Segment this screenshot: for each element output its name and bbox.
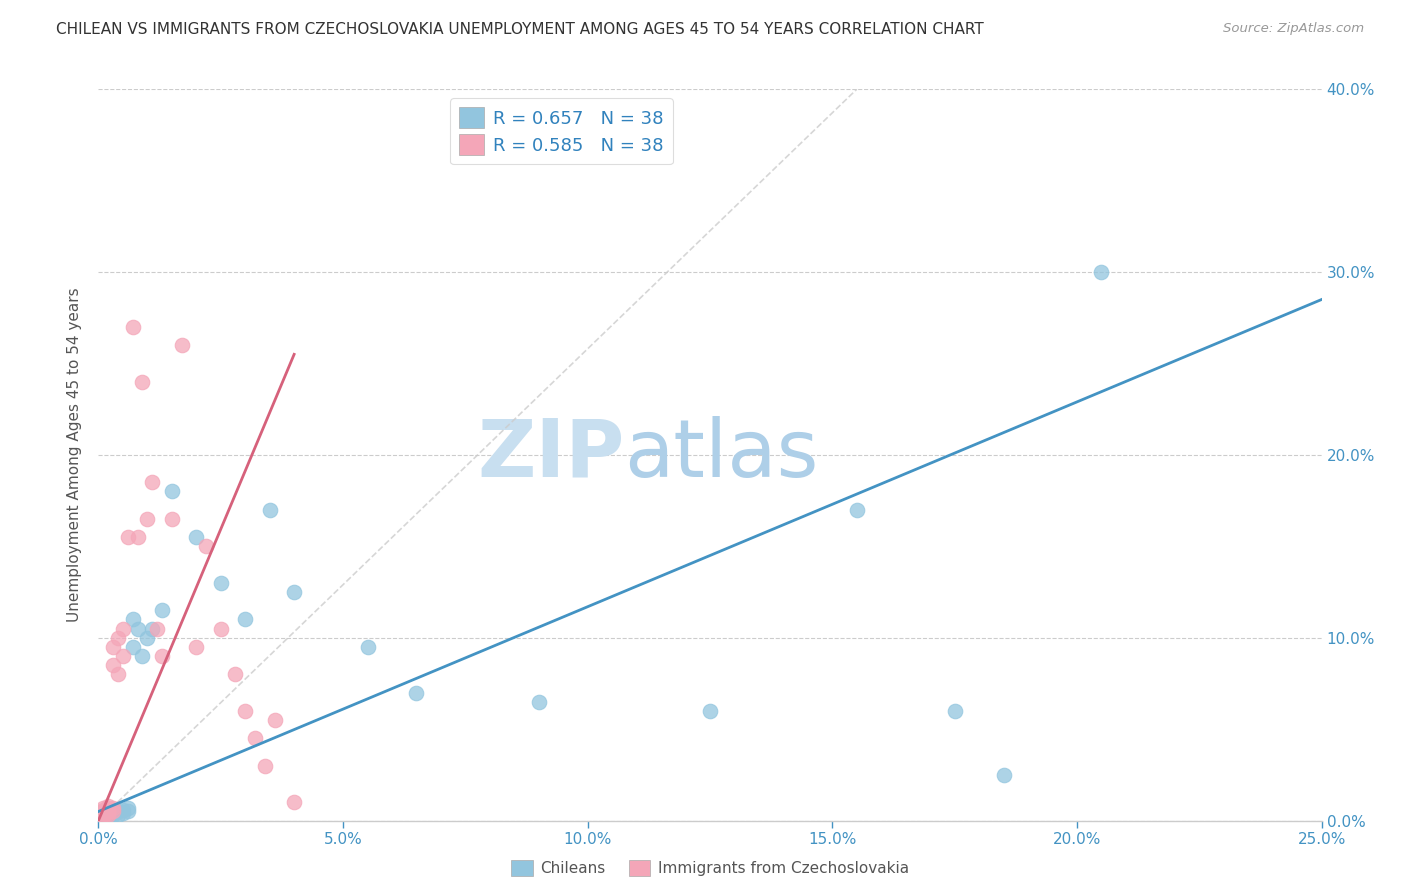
Point xyxy=(186,640,208,654)
Point xyxy=(141,475,163,490)
Point xyxy=(91,801,114,815)
Point xyxy=(283,585,305,599)
Point xyxy=(91,803,114,817)
Point xyxy=(101,658,124,673)
Point xyxy=(117,530,139,544)
Point xyxy=(243,731,266,746)
Point xyxy=(943,704,966,718)
Legend: Chileans, Immigrants from Czechoslovakia: Chileans, Immigrants from Czechoslovakia xyxy=(505,855,915,882)
Point xyxy=(101,640,124,654)
Point xyxy=(91,810,114,824)
Point xyxy=(186,530,208,544)
Point xyxy=(527,695,550,709)
Point xyxy=(356,640,378,654)
Point xyxy=(253,758,276,772)
Point xyxy=(97,808,120,822)
Point xyxy=(101,803,124,817)
Point xyxy=(845,502,868,516)
Point xyxy=(107,667,129,681)
Point xyxy=(136,512,159,526)
Point xyxy=(195,539,218,553)
Point xyxy=(1090,265,1112,279)
Text: atlas: atlas xyxy=(624,416,818,494)
Point xyxy=(101,806,124,821)
Point xyxy=(111,649,134,664)
Point xyxy=(91,806,114,821)
Point xyxy=(117,805,139,819)
Text: ZIP: ZIP xyxy=(477,416,624,494)
Point xyxy=(127,622,149,636)
Point xyxy=(405,685,427,699)
Point xyxy=(97,810,120,824)
Text: CHILEAN VS IMMIGRANTS FROM CZECHOSLOVAKIA UNEMPLOYMENT AMONG AGES 45 TO 54 YEARS: CHILEAN VS IMMIGRANTS FROM CZECHOSLOVAKI… xyxy=(56,22,984,37)
Point xyxy=(131,649,153,664)
Point xyxy=(121,613,143,627)
Text: Source: ZipAtlas.com: Source: ZipAtlas.com xyxy=(1223,22,1364,36)
Point xyxy=(127,530,149,544)
Point xyxy=(91,805,114,819)
Point xyxy=(146,622,169,636)
Point xyxy=(97,799,120,814)
Point xyxy=(91,810,114,824)
Point xyxy=(97,805,120,819)
Point xyxy=(263,713,285,727)
Point xyxy=(160,512,183,526)
Point xyxy=(150,649,173,664)
Point xyxy=(233,613,256,627)
Point xyxy=(91,808,114,822)
Point xyxy=(209,576,232,591)
Point xyxy=(121,640,143,654)
Point xyxy=(283,796,305,810)
Point xyxy=(101,805,124,819)
Point xyxy=(111,622,134,636)
Point xyxy=(107,808,129,822)
Point xyxy=(111,803,134,817)
Point xyxy=(101,808,124,822)
Point xyxy=(233,704,256,718)
Point xyxy=(699,704,721,718)
Point xyxy=(259,502,281,516)
Point xyxy=(117,801,139,815)
Point xyxy=(97,808,120,822)
Point xyxy=(209,622,232,636)
Point xyxy=(993,768,1015,782)
Point xyxy=(224,667,246,681)
Point xyxy=(97,806,120,821)
Point xyxy=(97,801,120,815)
Point xyxy=(97,805,120,819)
Y-axis label: Unemployment Among Ages 45 to 54 years: Unemployment Among Ages 45 to 54 years xyxy=(67,287,83,623)
Point xyxy=(131,375,153,389)
Point xyxy=(91,805,114,819)
Point xyxy=(91,806,114,821)
Point xyxy=(136,631,159,645)
Point xyxy=(101,801,124,815)
Point xyxy=(121,320,143,334)
Point xyxy=(111,806,134,821)
Point xyxy=(170,338,193,352)
Point xyxy=(97,806,120,821)
Point xyxy=(141,622,163,636)
Point xyxy=(107,805,129,819)
Point xyxy=(160,484,183,499)
Point xyxy=(107,631,129,645)
Point xyxy=(91,808,114,822)
Point xyxy=(150,603,173,617)
